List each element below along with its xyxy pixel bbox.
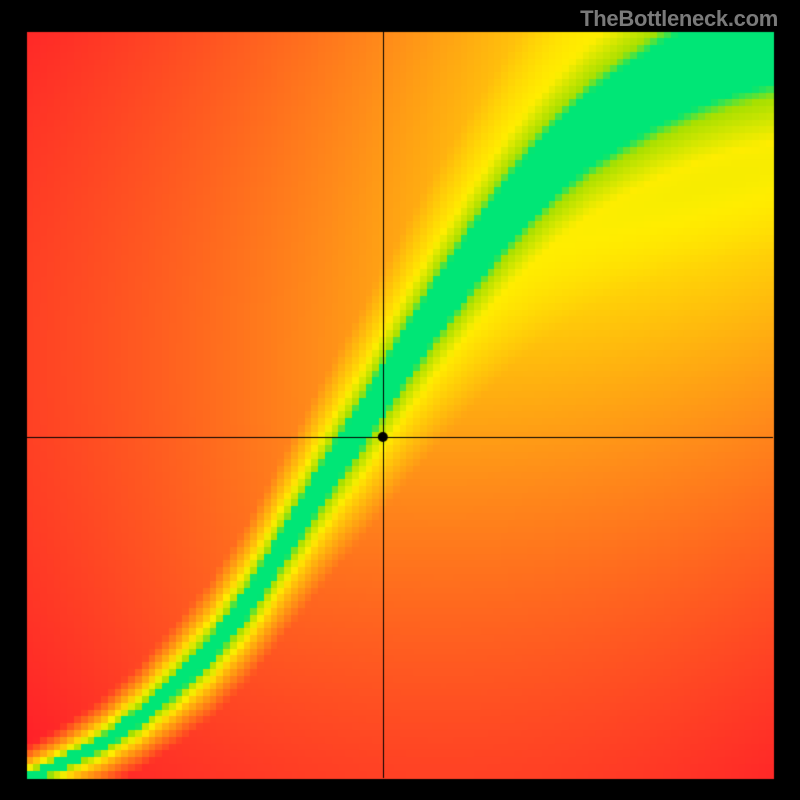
watermark-label: TheBottleneck.com bbox=[580, 6, 778, 32]
bottleneck-heatmap bbox=[0, 0, 800, 800]
chart-container: TheBottleneck.com bbox=[0, 0, 800, 800]
